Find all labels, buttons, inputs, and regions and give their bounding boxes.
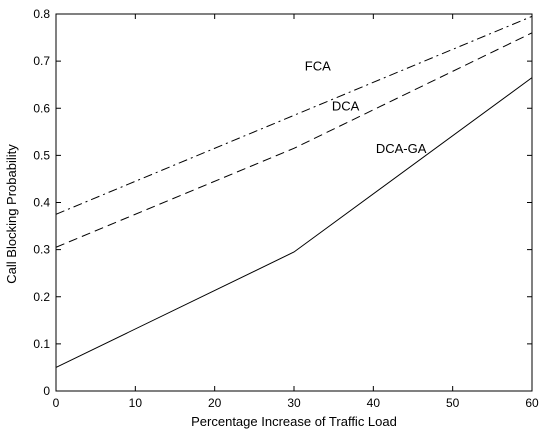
series-labels: FCA DCA DCA-GA <box>305 59 427 156</box>
x-tick-label: 10 <box>129 396 143 410</box>
y-tick-label: 0.7 <box>33 54 50 68</box>
x-axis-ticks: 0 10 20 30 40 50 60 <box>53 14 539 410</box>
series-lines <box>55 15 533 368</box>
series-label-dca-ga: DCA-GA <box>376 141 427 156</box>
x-tick-label: 40 <box>367 396 381 410</box>
x-tick-label: 0 <box>53 396 60 410</box>
y-tick-label: 0.1 <box>33 337 50 351</box>
y-axis-ticks: 0 0.1 0.2 0.3 0.4 0.5 0.6 0.7 0.8 <box>33 7 532 398</box>
x-tick-label: 50 <box>446 396 460 410</box>
y-tick-label: 0.3 <box>33 243 50 257</box>
x-tick-label: 20 <box>208 396 222 410</box>
series-line-dca <box>55 32 533 248</box>
y-tick-label: 0.6 <box>33 101 50 115</box>
plot-frame <box>55 13 533 392</box>
y-axis-label: Call Blocking Probability <box>4 144 19 284</box>
series-line-fca <box>55 15 533 215</box>
series-line-dca-ga <box>55 77 533 368</box>
series-label-fca: FCA <box>305 59 331 74</box>
y-tick-label: 0.2 <box>33 290 50 304</box>
y-tick-label: 0 <box>43 384 50 398</box>
series-label-dca: DCA <box>332 99 360 114</box>
y-tick-label: 0.4 <box>33 196 50 210</box>
y-tick-label: 0.5 <box>33 148 50 162</box>
x-tick-label: 60 <box>525 396 539 410</box>
y-tick-label: 0.8 <box>33 7 50 21</box>
x-axis-label: Percentage Increase of Traffic Load <box>191 414 397 429</box>
plot-area-border <box>55 13 533 392</box>
x-tick-label: 30 <box>287 396 301 410</box>
